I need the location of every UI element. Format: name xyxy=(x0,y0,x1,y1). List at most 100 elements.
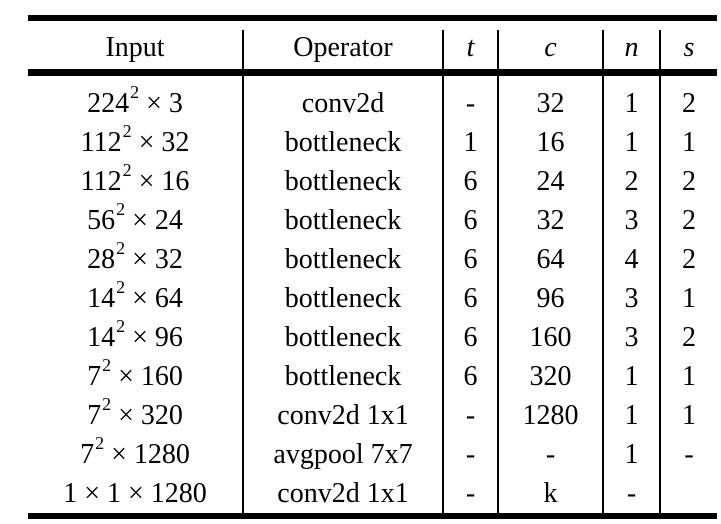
cell-t: 6 xyxy=(463,204,478,236)
cell-n: 1 xyxy=(624,126,639,158)
header-rule xyxy=(28,69,717,76)
cell-c: 1280 xyxy=(522,399,579,431)
cell-t: 1 xyxy=(463,126,478,158)
input-rest: × 96 xyxy=(125,321,183,353)
input-rest: × 3 xyxy=(139,87,183,119)
cell-c: 32 xyxy=(536,204,565,236)
cell-n: 1 xyxy=(624,87,639,119)
cell-c: 24 xyxy=(536,165,565,197)
cell-operator: conv2d 1x1 xyxy=(277,477,409,509)
header-input: Input xyxy=(105,32,165,63)
header-n: n xyxy=(624,32,639,63)
cell-operator: bottleneck xyxy=(284,165,402,197)
cell-n: 3 xyxy=(624,321,639,353)
top-rule xyxy=(28,15,717,21)
input-rest: × 24 xyxy=(125,204,183,236)
cell-c: k xyxy=(543,477,558,509)
cell-input: 14 2 × 96 xyxy=(28,315,242,357)
input-base: 224 xyxy=(87,87,130,119)
cell-s: 2 xyxy=(682,87,696,119)
cell-input: 112 2 × 32 xyxy=(28,120,242,162)
input-exponent: 2 xyxy=(130,81,140,102)
cell-c: 32 xyxy=(536,87,565,119)
cell-t: - xyxy=(465,477,476,509)
cell-n: 3 xyxy=(624,282,639,314)
cell-s: - xyxy=(684,438,694,470)
input-rest: × 16 xyxy=(131,165,190,197)
cell-t: 6 xyxy=(463,360,478,392)
cell-operator: bottleneck xyxy=(284,360,402,392)
cell-n: 3 xyxy=(624,204,639,236)
input-base: 112 xyxy=(80,126,122,158)
header-t: t xyxy=(466,32,475,63)
input-base: 14 xyxy=(87,321,116,353)
input-exponent: 2 xyxy=(116,276,126,297)
cell-operator: conv2d xyxy=(301,87,385,119)
input-exponent: 2 xyxy=(122,120,132,141)
input-base: 1 × 1 × 1280 xyxy=(63,477,207,509)
cell-s: 1 xyxy=(682,282,696,314)
cell-operator: avgpool 7x7 xyxy=(273,438,413,470)
cell-n: - xyxy=(626,477,637,509)
column-divider xyxy=(602,30,604,515)
input-exponent: 2 xyxy=(102,393,112,414)
cell-operator: bottleneck xyxy=(284,126,402,158)
input-exponent: 2 xyxy=(116,198,126,219)
input-base: 56 xyxy=(87,204,116,236)
cell-t: 6 xyxy=(463,321,478,353)
header-s: s xyxy=(683,32,695,63)
input-base: 7 xyxy=(87,360,102,392)
cell-s xyxy=(661,474,717,513)
input-base: 7 xyxy=(87,399,102,431)
cell-c: 64 xyxy=(536,243,565,275)
cell-c: 16 xyxy=(536,126,565,158)
input-exponent: 2 xyxy=(102,354,112,375)
cell-operator: bottleneck xyxy=(284,243,402,275)
cell-operator: bottleneck xyxy=(284,204,402,236)
cell-n: 1 xyxy=(624,438,639,470)
cell-input: 28 2 × 32 xyxy=(28,237,242,279)
cell-input: 1 × 1 × 1280 xyxy=(28,474,242,513)
input-exponent: 2 xyxy=(116,315,126,336)
cell-t: - xyxy=(465,438,476,470)
input-base: 28 xyxy=(87,243,116,275)
cell-c: 320 xyxy=(529,360,572,392)
column-divider xyxy=(497,30,499,515)
cell-operator: bottleneck xyxy=(284,321,402,353)
input-base: 112 xyxy=(80,165,122,197)
cell-t: 6 xyxy=(463,165,478,197)
column-divider xyxy=(442,30,444,515)
cell-input: 56 2 × 24 xyxy=(28,198,242,240)
input-base: 14 xyxy=(87,282,116,314)
cell-input: 112 2 × 16 xyxy=(28,159,242,201)
cell-t: - xyxy=(465,87,476,119)
cell-n: 1 xyxy=(624,399,639,431)
input-exponent: 2 xyxy=(122,159,132,180)
cell-operator: conv2d 1x1 xyxy=(277,399,409,431)
cell-t: 6 xyxy=(463,243,478,275)
input-rest: × 320 xyxy=(111,399,183,431)
cell-n: 1 xyxy=(624,360,639,392)
cell-input: 224 2 × 3 xyxy=(28,81,242,123)
cell-c: 96 xyxy=(536,282,565,314)
input-rest: × 32 xyxy=(125,243,183,275)
cell-t: 6 xyxy=(463,282,478,314)
column-divider xyxy=(242,30,244,515)
cell-input: 14 2 × 64 xyxy=(28,276,242,318)
input-rest: × 160 xyxy=(111,360,183,392)
cell-s: 2 xyxy=(682,321,696,353)
header-c: c xyxy=(544,32,557,63)
cell-s: 2 xyxy=(682,243,696,275)
column-divider xyxy=(659,30,661,515)
cell-c: 160 xyxy=(529,321,572,353)
header-operator: Operator xyxy=(293,32,393,63)
cell-s: 1 xyxy=(682,126,696,158)
input-exponent: 2 xyxy=(95,432,105,453)
input-rest: × 64 xyxy=(125,282,183,314)
input-exponent: 2 xyxy=(116,237,126,258)
input-rest: × 32 xyxy=(131,126,190,158)
input-rest: × 1280 xyxy=(104,438,190,470)
